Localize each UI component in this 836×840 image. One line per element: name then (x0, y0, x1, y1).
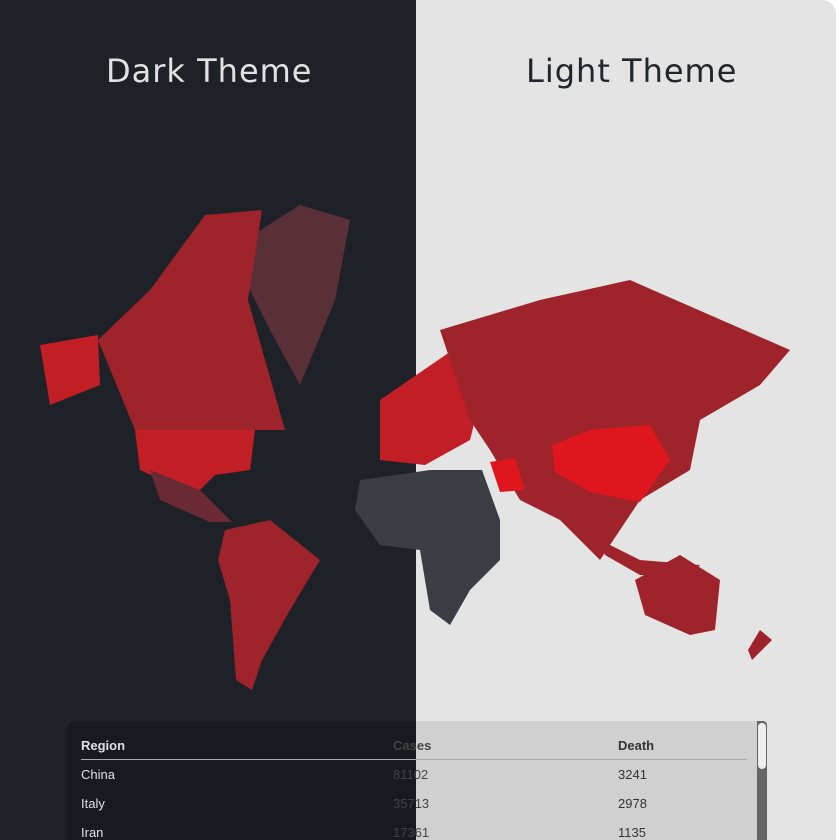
cell-cases: 35713 (393, 796, 430, 811)
world-map (40, 205, 790, 690)
table-header: Region Cases Death (81, 731, 747, 760)
table-row[interactable]: China 81102 3241 (81, 760, 747, 788)
cell-cases: 81102 (393, 767, 429, 782)
cases-table: Region Cases Death China 81102 3241 Ital… (67, 721, 767, 840)
table-row[interactable]: Iran 17361 1135 (81, 818, 747, 840)
table-row[interactable]: Italy 35713 2978 (81, 789, 747, 817)
cell-death: 2978 (618, 796, 647, 811)
light-theme-title: Light Theme (526, 52, 738, 90)
cell-region: China (81, 767, 115, 782)
greenland[interactable] (240, 205, 350, 385)
scrollbar-thumb[interactable] (758, 723, 766, 769)
cell-region: Iran (81, 825, 104, 840)
africa[interactable] (355, 470, 500, 625)
alaska[interactable] (40, 335, 100, 405)
new-zealand[interactable] (748, 630, 772, 660)
table-dark-half (67, 721, 416, 840)
russia-asia[interactable] (440, 280, 790, 560)
header-death[interactable]: Death (618, 738, 655, 753)
canada[interactable] (98, 210, 285, 430)
dark-theme-title: Dark Theme (106, 52, 313, 90)
cell-death: 3241 (618, 767, 647, 782)
table-scrollbar[interactable] (757, 721, 767, 840)
china[interactable] (552, 425, 670, 502)
cell-region: Italy (81, 796, 105, 811)
south-america[interactable] (218, 520, 320, 690)
usa[interactable] (135, 430, 255, 495)
header-region[interactable]: Region (81, 738, 126, 753)
mexico[interactable] (150, 470, 232, 522)
header-cases[interactable]: Cases (393, 738, 432, 753)
cell-cases: 17361 (393, 825, 430, 840)
indonesia[interactable] (600, 540, 700, 575)
iran[interactable] (490, 458, 525, 492)
cell-death: 1135 (618, 825, 646, 840)
